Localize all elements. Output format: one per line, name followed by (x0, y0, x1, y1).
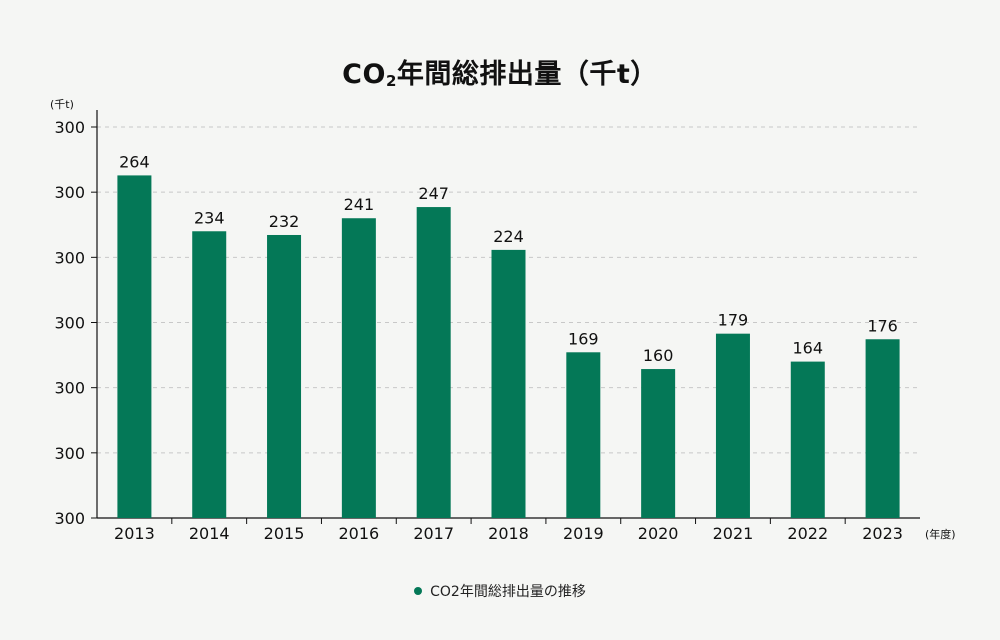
y-tick-label: 300 (54, 379, 85, 398)
bar-2020 (641, 369, 676, 518)
bar-2021 (715, 333, 750, 518)
legend-label: CO2年間総排出量の推移 (430, 584, 586, 600)
y-tick-label: 300 (54, 183, 85, 202)
y-tick-label: 300 (54, 248, 85, 267)
bar-2015 (267, 234, 302, 518)
data-label-2013: 264 (119, 152, 150, 171)
y-tick-label: 300 (54, 314, 85, 333)
x-tick-label-2016: 2016 (339, 524, 380, 543)
bar-2013 (117, 175, 152, 518)
bar-2022 (790, 361, 825, 518)
y-tick-label: 300 (54, 444, 85, 463)
y-tick-label: 300 (54, 118, 85, 137)
data-label-2019: 169 (568, 329, 599, 348)
x-tick-label-2015: 2015 (264, 524, 305, 543)
data-label-2014: 234 (194, 208, 225, 227)
y-tick-label: 300 (54, 509, 85, 528)
x-tick-label-2014: 2014 (189, 524, 230, 543)
data-label-2018: 224 (493, 227, 524, 246)
x-tick-label-2022: 2022 (787, 524, 828, 543)
x-tick-label-2020: 2020 (638, 524, 679, 543)
bar-2019 (566, 352, 601, 518)
data-label-2016: 241 (344, 195, 375, 214)
x-tick-label-2017: 2017 (413, 524, 454, 543)
x-tick-label-2023: 2023 (862, 524, 903, 543)
data-label-2021: 179 (718, 311, 749, 330)
y-axis-unit: (千t) (50, 98, 74, 111)
bar-2017 (416, 207, 451, 519)
x-tick-label-2019: 2019 (563, 524, 604, 543)
data-label-2017: 247 (418, 184, 449, 203)
x-axis-unit: (年度) (925, 527, 956, 541)
bar-2023 (865, 339, 900, 518)
x-tick-label-2021: 2021 (713, 524, 754, 543)
bar-2014 (192, 231, 227, 518)
x-tick-label-2013: 2013 (114, 524, 155, 543)
data-label-2020: 160 (643, 346, 674, 365)
data-label-2022: 164 (792, 339, 823, 358)
data-label-2023: 176 (867, 316, 898, 335)
legend-marker (414, 587, 423, 595)
x-tick-label-2018: 2018 (488, 524, 529, 543)
legend: CO2年間総排出量の推移 (0, 581, 1000, 601)
chart-title: CO2年間総排出量（千t） (342, 59, 658, 90)
bar-2018 (491, 249, 526, 518)
bar-2016 (341, 218, 376, 518)
data-label-2015: 232 (269, 212, 300, 231)
